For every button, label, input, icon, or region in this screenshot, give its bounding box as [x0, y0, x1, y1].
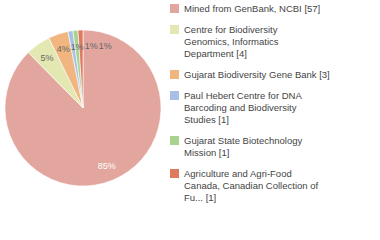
legend-label: Paul Hebert Centre for DNABarcoding and … [184, 90, 302, 125]
legend-swatch [170, 25, 179, 34]
legend-label-line: Mined from GenBank, NCBI [57] [184, 3, 320, 14]
data-label: 85% [98, 161, 116, 171]
data-label: 1% [71, 42, 84, 52]
data-label: 4% [57, 44, 70, 54]
legend-label-line: Genomics, Informatics [184, 36, 279, 47]
data-labels: 85%5%4%1%1%1% [40, 41, 115, 171]
legend-label-line: Paul Hebert Centre for DNA [184, 90, 302, 101]
legend-label: Agriculture and Agri-FoodCanada, Canadia… [184, 168, 319, 203]
pie-slice [68, 31, 83, 108]
data-label: 1% [85, 41, 98, 51]
legend-label-line: Mission [1] [184, 147, 229, 158]
legend-swatch [170, 4, 179, 13]
legend: Mined from GenBank, NCBI [57] Centre for … [170, 3, 330, 203]
chart-svg: 85%5%4%1%1%1%Mined from GenBank, NCBI [5… [0, 0, 380, 240]
legend-label-line: Barcoding and Biodiversity [184, 102, 297, 113]
legend-label: Mined from GenBank, NCBI [57] [184, 3, 320, 14]
legend-label-line: Studies [1] [184, 114, 229, 125]
legend-label-line: Fu... [1] [184, 192, 216, 203]
legend-label-line: Gujarat Biodiversity Gene Bank [3] [184, 69, 330, 80]
legend-label: Gujarat Biodiversity Gene Bank [3] [184, 69, 330, 80]
data-label: 5% [40, 53, 53, 63]
chart-container: 85%5%4%1%1%1%Mined from GenBank, NCBI [5… [0, 0, 380, 240]
legend-swatch [170, 70, 179, 79]
legend-swatch [170, 91, 179, 100]
legend-label-line: Department [4] [184, 48, 247, 59]
legend-label-line: Centre for Biodiversity [184, 24, 278, 35]
legend-label: Centre for BiodiversityGenomics, Informa… [184, 24, 279, 59]
legend-label: Gujarat State BiotechnologyMission [1] [184, 135, 303, 158]
legend-swatch [170, 136, 179, 145]
legend-label-line: Canada, Canadian Collection of [184, 180, 319, 191]
pie [5, 30, 161, 186]
pie-slice [5, 30, 161, 186]
legend-swatch [170, 169, 179, 178]
data-label: 1% [99, 41, 112, 51]
legend-label-line: Gujarat State Biotechnology [184, 135, 303, 146]
legend-label-line: Agriculture and Agri-Food [184, 168, 292, 179]
